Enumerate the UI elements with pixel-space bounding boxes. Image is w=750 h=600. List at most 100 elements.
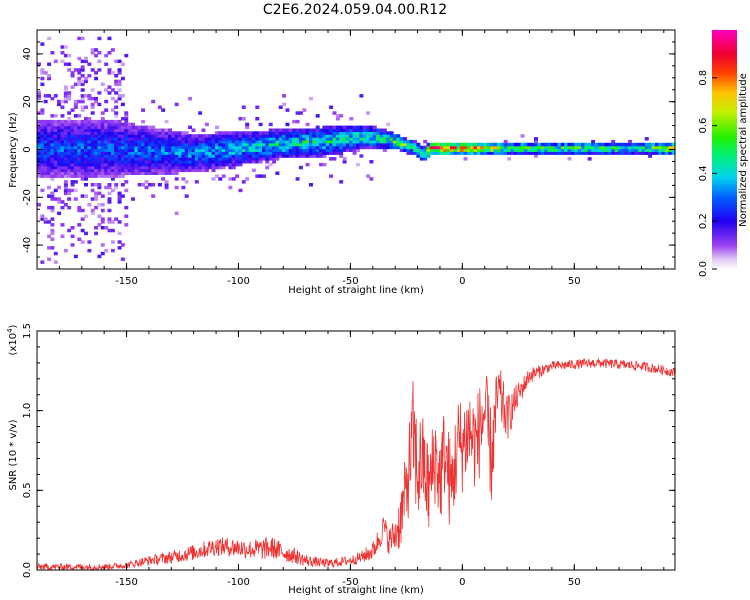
y-tick-label: 40	[22, 48, 33, 61]
figure-title: C2E6.2024.059.04.00.R12	[263, 2, 447, 18]
heatmap-cell	[124, 165, 129, 170]
heatmap-cell	[171, 162, 176, 167]
x-tick-label: 50	[568, 276, 581, 287]
heatmap-cell	[127, 139, 132, 144]
heatmap-cell	[67, 165, 72, 170]
heatmap-cell	[63, 137, 68, 141]
heatmap-cell	[104, 122, 109, 127]
heatmap-cell	[94, 160, 99, 164]
heatmap-cell	[204, 154, 209, 158]
heatmap-cell	[80, 65, 85, 69]
heatmap-cell	[322, 151, 327, 155]
heatmap-cell	[466, 148, 471, 152]
heatmap-cell	[107, 185, 112, 190]
heatmap-cell	[668, 151, 673, 155]
heatmap-cell	[60, 168, 65, 173]
heatmap-cell	[191, 157, 196, 161]
heatmap-cell	[664, 142, 669, 147]
heatmap-cell	[178, 168, 182, 173]
heatmap-cell	[63, 148, 68, 152]
heatmap-cell	[107, 151, 112, 155]
heatmap-cell	[80, 99, 85, 104]
heatmap-cell	[97, 171, 102, 175]
heatmap-cell	[487, 145, 491, 150]
heatmap-cell	[154, 145, 159, 150]
heatmap-cell	[144, 145, 149, 150]
heatmap-cell	[87, 122, 92, 127]
heatmap-cell	[117, 68, 122, 72]
heatmap-cell	[359, 142, 364, 147]
heatmap-cell	[315, 145, 320, 150]
heatmap-cell	[157, 139, 162, 144]
heatmap-cell	[77, 137, 82, 141]
heatmap-cell	[164, 185, 169, 190]
heatmap-cell	[47, 151, 52, 155]
heatmap-cell	[127, 137, 132, 141]
heatmap-cell	[63, 62, 68, 66]
heatmap-cell	[53, 145, 58, 150]
heatmap-cell	[47, 157, 52, 161]
heatmap-cell	[305, 162, 310, 167]
heatmap-cell	[426, 142, 431, 147]
heatmap-cell	[53, 122, 58, 127]
heatmap-cell	[37, 174, 41, 178]
heatmap-cell	[648, 145, 653, 150]
heatmap-cell	[305, 142, 310, 147]
heatmap-cell	[100, 217, 105, 221]
heatmap-cell	[228, 160, 233, 164]
heatmap-cell	[201, 148, 206, 152]
heatmap-cell	[204, 134, 209, 138]
heatmap-cell	[63, 119, 68, 124]
heatmap-cell	[80, 154, 85, 158]
heatmap-cell	[73, 254, 78, 259]
heatmap-cell	[611, 145, 616, 150]
heatmap-cell	[298, 151, 303, 155]
heatmap-cell	[376, 128, 381, 132]
heatmap-cell	[127, 134, 132, 138]
heatmap-cell	[110, 128, 115, 132]
heatmap-cell	[349, 142, 354, 147]
heatmap-cell	[110, 174, 115, 178]
heatmap-cell	[255, 134, 260, 138]
heatmap-cell	[50, 148, 55, 152]
heatmap-cell	[335, 139, 340, 144]
heatmap-cell	[131, 168, 135, 173]
heatmap-cell	[63, 94, 68, 98]
heatmap-cell	[40, 174, 45, 178]
heatmap-cell	[362, 145, 367, 150]
heatmap-cell	[50, 205, 55, 210]
heatmap-cell	[275, 151, 280, 155]
heatmap-cell	[104, 134, 109, 138]
heatmap-cell	[265, 148, 270, 152]
x-tick-label: 0	[459, 577, 465, 588]
heatmap-cell	[77, 56, 82, 61]
heatmap-cell	[523, 148, 528, 152]
heatmap-cell	[470, 148, 475, 152]
heatmap-cell	[231, 137, 236, 141]
heatmap-cell	[127, 145, 132, 150]
heatmap-cell	[221, 131, 226, 135]
heatmap-cell	[241, 151, 246, 155]
heatmap-cell	[104, 174, 109, 178]
heatmap-cell	[309, 131, 313, 135]
heatmap-cell	[60, 154, 65, 158]
heatmap-cell	[184, 151, 189, 155]
heatmap-cell	[628, 139, 632, 144]
heatmap-cell	[231, 139, 236, 144]
heatmap-cell	[94, 139, 99, 144]
heatmap-cell	[107, 137, 112, 141]
heatmap-cell	[124, 117, 129, 121]
heatmap-cell	[87, 62, 92, 66]
heatmap-cell	[184, 168, 189, 173]
heatmap-cell	[131, 151, 135, 155]
heatmap-cell	[117, 137, 122, 141]
heatmap-cell	[584, 148, 589, 152]
heatmap-cell	[137, 137, 142, 141]
heatmap-cell	[40, 122, 45, 127]
heatmap-cell	[439, 148, 444, 152]
heatmap-cell	[416, 151, 421, 155]
heatmap-cell	[84, 105, 88, 109]
heatmap-cell	[124, 119, 129, 124]
heatmap-cell	[231, 134, 236, 138]
heatmap-cell	[638, 142, 643, 147]
